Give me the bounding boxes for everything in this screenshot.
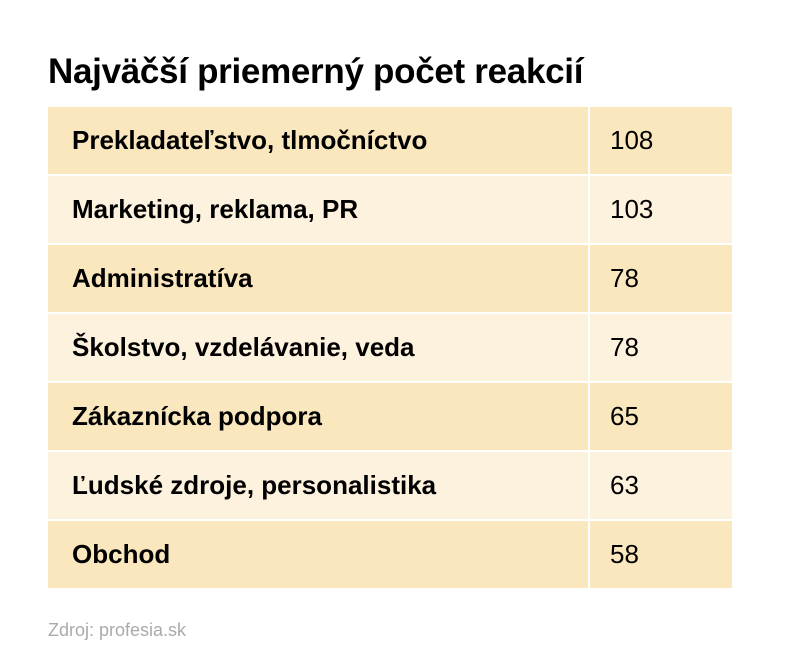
row-label: Marketing, reklama, PR xyxy=(48,176,590,243)
row-value: 65 xyxy=(610,401,639,431)
row-label: Zákaznícka podpora xyxy=(48,383,590,450)
row-label: Obchod xyxy=(48,521,590,588)
table-row: Marketing, reklama, PR 103 xyxy=(48,176,732,245)
row-value: 103 xyxy=(610,194,654,224)
table-row: Prekladateľstvo, tlmočníctvo 108 xyxy=(48,107,732,176)
row-value: 63 xyxy=(610,470,639,500)
chart-title: Najväčší priemerný počet reakcií xyxy=(48,52,584,91)
row-value: 78 xyxy=(610,263,639,293)
row-label: Školstvo, vzdelávanie, veda xyxy=(48,314,590,381)
row-label: Prekladateľstvo, tlmočníctvo xyxy=(48,107,590,174)
table-row: Obchod 58 xyxy=(48,521,732,588)
data-table: Prekladateľstvo, tlmočníctvo 108 Marketing… xyxy=(48,107,732,588)
table-row: Ľudské zdroje, personalistika 63 xyxy=(48,452,732,521)
row-value: 78 xyxy=(610,332,639,362)
table-row: Zákaznícka podpora 65 xyxy=(48,383,732,452)
table-row: Administratíva 78 xyxy=(48,245,732,314)
row-value: 58 xyxy=(610,539,639,569)
source-note: Zdroj: profesia.sk xyxy=(48,620,187,640)
table-row: Školstvo, vzdelávanie, veda 78 xyxy=(48,314,732,383)
row-value: 108 xyxy=(610,125,654,155)
row-label: Administratíva xyxy=(48,245,590,312)
row-label: Ľudské zdroje, personalistika xyxy=(48,452,590,519)
